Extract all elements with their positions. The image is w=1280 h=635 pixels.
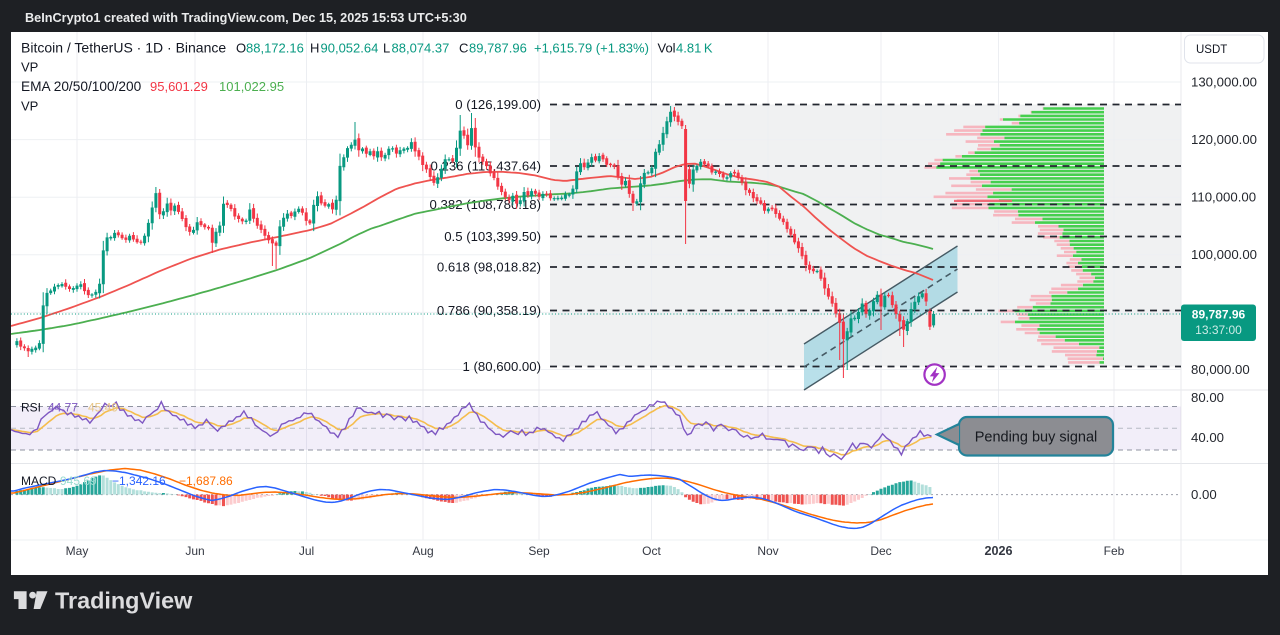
svg-text:Jun: Jun [185,544,204,558]
svg-text:88,172.16: 88,172.16 [246,41,304,56]
svg-text:Feb: Feb [1104,544,1125,558]
svg-text:Dec: Dec [870,544,891,558]
svg-text:Sep: Sep [528,544,550,558]
svg-text:101,022.95: 101,022.95 [219,79,284,94]
svg-text:BeInCrypto1 created with Tradi: BeInCrypto1 created with TradingView.com… [25,11,467,25]
svg-text:RSI: RSI [21,401,41,415]
svg-text:−1,342.16: −1,342.16 [112,474,166,488]
svg-text:TradingView: TradingView [55,588,193,614]
svg-text:80.00: 80.00 [1191,390,1224,405]
svg-text:VP: VP [21,99,38,114]
svg-text:0.618 (98,018.82): 0.618 (98,018.82) [437,259,541,274]
svg-text:EMA 20/50/100/200: EMA 20/50/100/200 [21,79,142,94]
svg-text:USDT: USDT [1196,44,1227,56]
svg-text:2026: 2026 [984,544,1012,558]
svg-text:40.00: 40.00 [1191,430,1224,445]
svg-text:89,787.96: 89,787.96 [1192,308,1246,322]
svg-text:88,074.37: 88,074.37 [392,41,450,56]
svg-text:−1,687.86: −1,687.86 [179,474,233,488]
svg-text:44.77: 44.77 [48,401,78,415]
svg-text:Aug: Aug [412,544,433,558]
svg-text:H: H [310,41,319,56]
svg-text:0 (126,199.00): 0 (126,199.00) [455,97,541,112]
svg-text:Pending buy signal: Pending buy signal [975,430,1098,446]
svg-text:MACD: MACD [21,474,57,488]
svg-text:O: O [236,41,246,56]
svg-text:90,052.64: 90,052.64 [321,41,379,56]
svg-text:VP: VP [21,60,38,75]
svg-text:89,787.96: 89,787.96 [469,41,527,56]
svg-text:130,000.00: 130,000.00 [1191,74,1257,89]
svg-text:1 (80,600.00): 1 (80,600.00) [463,359,541,374]
svg-text:13:37:00: 13:37:00 [1195,323,1242,337]
svg-text:4.81 K: 4.81 K [676,41,713,56]
svg-text:Nov: Nov [757,544,778,558]
svg-text:C: C [459,41,468,56]
svg-text:80,000.00: 80,000.00 [1191,362,1250,377]
svg-text:0.5 (103,399.50): 0.5 (103,399.50) [444,229,541,244]
svg-text:110,000.00: 110,000.00 [1191,190,1256,205]
svg-text:Bitcoin / TetherUS · 1D · Bina: Bitcoin / TetherUS · 1D · Binance [21,40,226,56]
svg-text:0.00: 0.00 [1191,487,1217,502]
svg-text:Oct: Oct [642,544,661,558]
svg-text:120,000.00: 120,000.00 [1191,132,1257,147]
svg-text:L: L [383,41,390,56]
svg-text:Vol: Vol [658,41,676,56]
svg-text:945.69: 945.69 [60,474,97,488]
svg-text:0.786 (90,358.19): 0.786 (90,358.19) [437,303,541,318]
svg-text:May: May [66,544,89,558]
svg-text:+1,615.79 (+1.83%): +1,615.79 (+1.83%) [534,41,649,56]
svg-text:100,000.00: 100,000.00 [1191,247,1257,262]
svg-text:95,601.29: 95,601.29 [150,79,208,94]
svg-text:Jul: Jul [299,544,314,558]
svg-text:45.49: 45.49 [88,401,118,415]
